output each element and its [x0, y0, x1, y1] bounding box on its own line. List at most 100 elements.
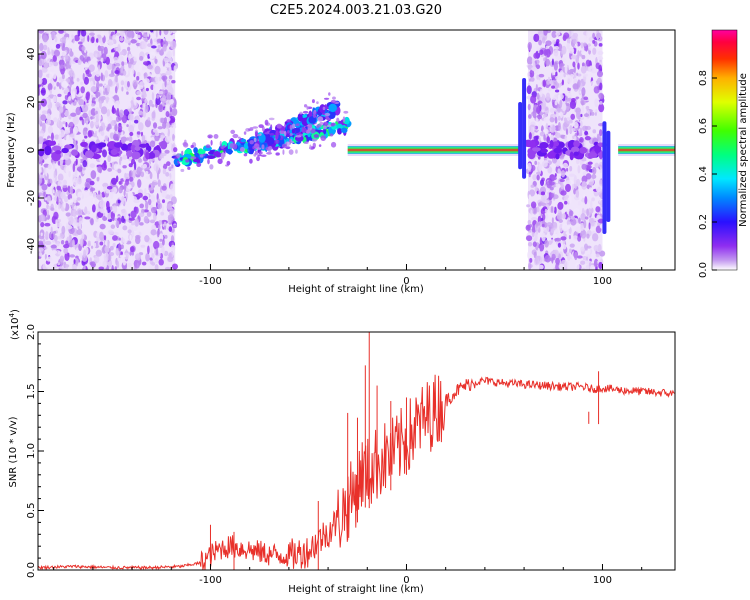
- heatmap-cell: [118, 180, 123, 185]
- heatmap-cell: [569, 151, 574, 161]
- heatmap-cell: [544, 106, 550, 115]
- heatmap-cell: [527, 251, 531, 259]
- heatmap-cell: [583, 219, 587, 229]
- heatmap-cell: [147, 53, 151, 59]
- heatmap-cell: [528, 262, 532, 270]
- heatmap-cell: [154, 156, 158, 166]
- heatmap-cell: [140, 244, 146, 248]
- heatmap-cell: [38, 233, 45, 240]
- heatmap-cell: [583, 256, 587, 261]
- heatmap-cell: [130, 144, 136, 152]
- heatmap-cell: [38, 148, 45, 157]
- heatmap-cell: [308, 116, 317, 124]
- heatmap-cell: [89, 261, 96, 266]
- heatmap-cell: [550, 192, 555, 198]
- heatmap-cell: [38, 83, 41, 88]
- heatmap-cell: [536, 106, 541, 115]
- heatmap-cell: [131, 44, 138, 52]
- heatmap-cell: [258, 124, 264, 129]
- heatmap-cell: [117, 55, 124, 64]
- heatmap-cell: [55, 218, 58, 227]
- heatmap-cell: [45, 30, 52, 34]
- heatmap-cell: [257, 154, 262, 157]
- heatmap-cell: [134, 30, 140, 33]
- heatmap-cell: [40, 98, 47, 107]
- heatmap-cell: [580, 42, 584, 49]
- heatmap-cell: [96, 81, 100, 90]
- heatmap-cell: [95, 110, 98, 115]
- heatmap-cell: [38, 104, 42, 111]
- heatmap-cell: [63, 89, 69, 94]
- heatmap-cell: [161, 75, 168, 81]
- heatmap-cell: [150, 137, 155, 142]
- heatmap-cell: [295, 123, 300, 127]
- heatmap-cell: [567, 75, 573, 84]
- heatmap-cell: [107, 39, 114, 46]
- heatmap-cell: [343, 110, 349, 114]
- heatmap-cell: [91, 144, 97, 153]
- heatmap-cell: [243, 153, 248, 157]
- heatmap-cell: [532, 174, 539, 181]
- heatmap-cell: [328, 92, 331, 96]
- heatmap-cell: [581, 175, 588, 184]
- heatmap-cell: [573, 140, 580, 148]
- heatmap-cell: [588, 187, 592, 192]
- heatmap-cell: [590, 111, 595, 116]
- y-tick-label: -40: [26, 238, 37, 254]
- heatmap-cell: [136, 34, 141, 38]
- heatmap-cell: [547, 240, 553, 245]
- heatmap-cell: [128, 217, 136, 221]
- heatmap-cell: [143, 215, 149, 224]
- heatmap-cell: [586, 208, 589, 217]
- heatmap-cell: [533, 52, 539, 59]
- heatmap-cell: [110, 49, 114, 53]
- heatmap-cell: [81, 232, 85, 240]
- heatmap-cell: [543, 30, 548, 36]
- heatmap-cell: [94, 98, 100, 102]
- spectrogram-xlabel: Height of straight line (km): [288, 284, 424, 295]
- heatmap-cell: [134, 146, 141, 151]
- heatmap-cell: [153, 240, 160, 249]
- heatmap-feature-4: [523, 30, 607, 270]
- heatmap-cell: [90, 170, 97, 180]
- heatmap-cell: [547, 247, 554, 252]
- heatmap-cell: [92, 198, 95, 204]
- heatmap-cell: [323, 97, 330, 100]
- heatmap-cell: [133, 98, 137, 106]
- heatmap-cell: [136, 90, 142, 96]
- heatmap-cell: [101, 162, 108, 171]
- heatmap-cell: [585, 173, 592, 180]
- heatmap-cell: [150, 245, 153, 254]
- heatmap-cell: [526, 204, 531, 208]
- heatmap-cell: [209, 164, 214, 170]
- heatmap-cell: [42, 44, 48, 51]
- heatmap-cell: [266, 152, 272, 155]
- heatmap-cell: [138, 64, 143, 73]
- heatmap-cell: [116, 260, 120, 269]
- colorbar-tick-label: 0.8: [698, 70, 709, 86]
- snr-panel: -100 0 100 0.0 0.5 1.0 1.5 2.0 Height of straig…: [8, 309, 676, 595]
- heatmap-cell: [543, 57, 546, 62]
- heatmap-cell: [289, 124, 293, 130]
- heatmap-cell: [64, 264, 70, 268]
- heatmap-cell: [140, 30, 144, 33]
- snr-series-line: [38, 374, 675, 570]
- x-tick-label: -100: [199, 276, 222, 287]
- heatmap-cell: [596, 70, 604, 78]
- heatmap-cell: [126, 137, 130, 141]
- heatmap-cell: [306, 105, 309, 110]
- colorbar-gradient: [712, 30, 737, 270]
- heatmap-cell: [154, 58, 158, 64]
- heatmap-cell: [38, 247, 44, 252]
- heatmap-cell: [154, 132, 160, 137]
- heatmap-cell: [154, 264, 159, 270]
- heatmap-cell: [57, 250, 61, 255]
- heatmap-cell: [540, 179, 545, 186]
- heatmap-cell: [598, 261, 603, 270]
- heatmap-cell: [531, 217, 538, 221]
- heatmap-cell: [176, 153, 181, 159]
- colorbar-ticks: 0.0 0.2 0.4 0.6 0.8: [698, 70, 717, 278]
- heatmap-cell: [529, 189, 536, 197]
- heatmap-cell: [84, 216, 91, 220]
- echo-line: [347, 146, 521, 154]
